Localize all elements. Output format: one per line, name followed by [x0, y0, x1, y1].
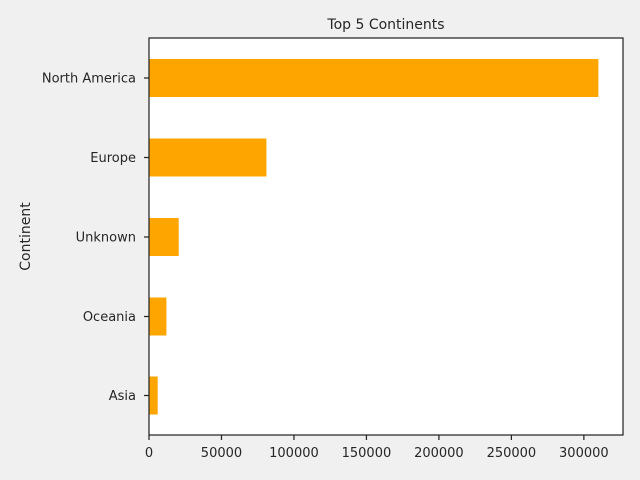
y-tick-label: Oceania	[83, 310, 136, 325]
plot-frame	[148, 37, 624, 436]
x-tick-label: 150000	[342, 446, 392, 461]
x-tick-label: 200000	[414, 446, 464, 461]
y-axis-label: Continent	[18, 202, 34, 271]
bar-unknown	[149, 218, 179, 256]
bar-europe	[149, 138, 267, 177]
plot-area	[149, 38, 623, 435]
x-tick-label: 0	[145, 446, 153, 461]
x-tick-label: 300000	[559, 446, 609, 461]
y-tick-label: North America	[42, 72, 136, 87]
y-tick-label: Asia	[109, 389, 136, 404]
bar-north-america	[149, 59, 599, 97]
bar-asia	[149, 376, 158, 415]
x-tick-label: 100000	[269, 446, 319, 461]
y-tick-label: Unknown	[76, 231, 136, 246]
y-tick-label: Europe	[90, 151, 136, 166]
y-axis-ticks: North America Europe Unknown Oceania Asia	[42, 72, 149, 404]
bar-oceania	[149, 297, 167, 336]
x-tick-label: 250000	[487, 446, 537, 461]
x-axis-ticks: 0 50000 100000 150000 200000 250000 300000	[145, 435, 609, 461]
chart-title: Top 5 Continents	[326, 17, 444, 33]
x-tick-label: 50000	[201, 446, 242, 461]
bars-group	[149, 59, 599, 415]
